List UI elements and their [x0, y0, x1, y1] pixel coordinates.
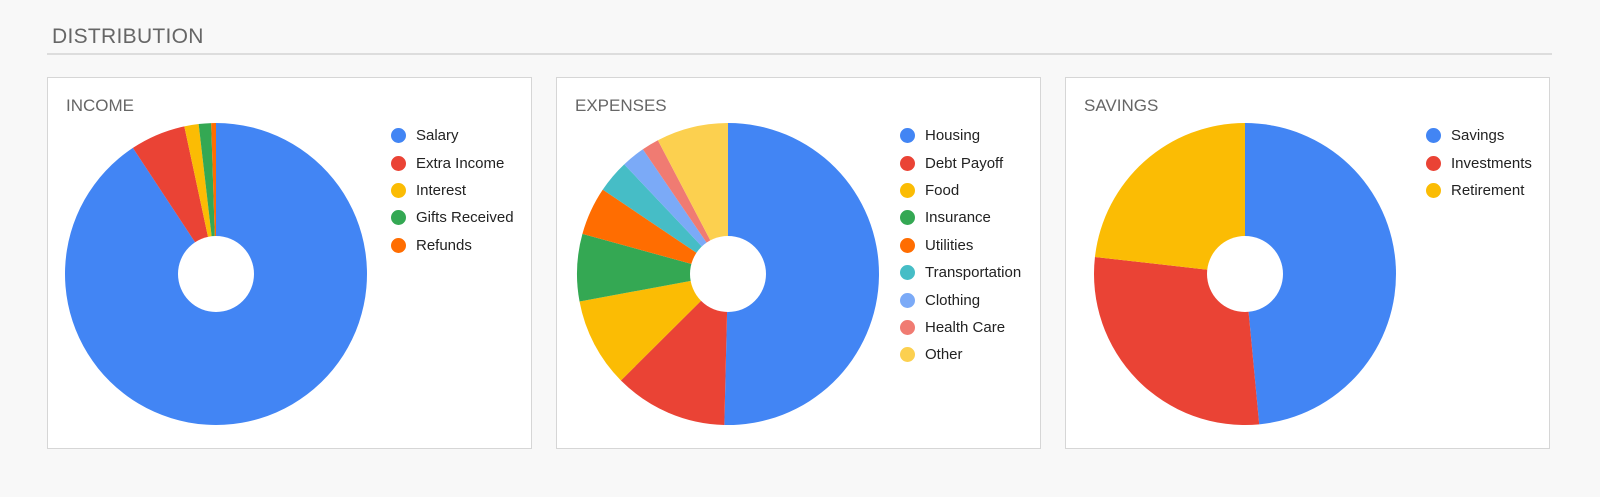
- legend-swatch: [1426, 155, 1441, 171]
- expenses-chart-title: EXPENSES: [575, 96, 667, 115]
- expenses-pie-chart: [577, 123, 880, 425]
- legend-label: Gifts Received: [416, 209, 514, 227]
- legend-item-clothing[interactable]: Clothing: [900, 286, 1021, 313]
- legend-swatch: [391, 155, 406, 171]
- legend-item-other[interactable]: Other: [900, 341, 1021, 368]
- expenses-card: EXPENSES Housing Debt Payoff Food Insurance…: [556, 77, 1041, 449]
- legend-item-retirement[interactable]: Retirement: [1426, 177, 1532, 204]
- pie-slice-utilities: [582, 189, 728, 274]
- title-divider: [47, 53, 1552, 55]
- pie-slice-retirement: [1094, 123, 1245, 274]
- legend-item-refunds[interactable]: Refunds: [391, 232, 514, 259]
- legend-swatch: [900, 237, 915, 253]
- legend-label: Interest: [416, 181, 467, 199]
- legend-item-utilities[interactable]: Utilities: [900, 232, 1021, 259]
- legend-item-transportation[interactable]: Transportation: [900, 259, 1021, 286]
- legend-item-savings[interactable]: Savings: [1426, 122, 1532, 149]
- pie-slice-housing: [724, 123, 880, 425]
- legend-item-gifts-received[interactable]: Gifts Received: [391, 204, 514, 231]
- legend-label: Debt Payoff: [925, 154, 1004, 172]
- pie-slice-savings: [1245, 123, 1397, 425]
- legend-item-food[interactable]: Food: [900, 177, 1021, 204]
- legend-label: Extra Income: [416, 154, 505, 172]
- legend-label: Clothing: [925, 291, 981, 309]
- pie-slice-clothing: [624, 149, 728, 274]
- donut-hole: [1207, 236, 1283, 312]
- legend-label: Retirement: [1451, 181, 1525, 199]
- pie-slice-insurance: [577, 233, 728, 302]
- donut-hole: [178, 236, 254, 312]
- page-title: DISTRIBUTION: [52, 25, 204, 48]
- expenses-legend: Housing Debt Payoff Food Insurance Utilities…: [900, 122, 1021, 369]
- legend-swatch: [900, 347, 915, 363]
- legend-label: Utilities: [925, 236, 974, 254]
- legend-item-extra-income[interactable]: Extra Income: [391, 149, 514, 176]
- legend-item-interest[interactable]: Interest: [391, 177, 514, 204]
- legend-item-debt-payoff[interactable]: Debt Payoff: [900, 149, 1021, 176]
- legend-swatch: [900, 128, 915, 144]
- income-chart-title: INCOME: [66, 96, 134, 115]
- pie-slice-health-care: [642, 140, 728, 274]
- legend-label: Housing: [925, 127, 981, 145]
- legend-label: Health Care: [925, 318, 1006, 336]
- legend-swatch: [391, 237, 406, 253]
- legend-swatch: [391, 128, 406, 144]
- donut-hole: [690, 236, 766, 312]
- income-card: INCOME Salary Extra Income Interest Gifts R…: [47, 77, 532, 449]
- income-pie-chart: [65, 123, 367, 425]
- savings-legend: Savings Investments Retirement: [1426, 122, 1532, 204]
- legend-swatch: [900, 155, 915, 171]
- legend-label: Savings: [1451, 127, 1505, 145]
- legend-label: Salary: [416, 127, 459, 145]
- legend-swatch: [900, 182, 915, 198]
- savings-chart-title: SAVINGS: [1084, 96, 1159, 115]
- legend-swatch: [391, 210, 406, 226]
- legend-item-salary[interactable]: Salary: [391, 122, 514, 149]
- pie-slice-interest: [184, 124, 216, 274]
- legend-label: Other: [925, 346, 963, 364]
- legend-swatch: [900, 210, 915, 226]
- legend-swatch: [900, 292, 915, 308]
- legend-label: Investments: [1451, 154, 1532, 172]
- pie-slice-extra-income: [132, 126, 216, 274]
- savings-pie-chart: [1094, 123, 1397, 425]
- legend-label: Insurance: [925, 209, 991, 227]
- legend-swatch: [1426, 128, 1441, 144]
- legend-swatch: [900, 265, 915, 281]
- legend-label: Transportation: [925, 264, 1022, 282]
- legend-item-housing[interactable]: Housing: [900, 122, 1021, 149]
- legend-item-health-care[interactable]: Health Care: [900, 314, 1021, 341]
- pie-slice-debt-payoff: [620, 274, 728, 425]
- income-legend: Salary Extra Income Interest Gifts Received…: [391, 122, 514, 259]
- legend-item-insurance[interactable]: Insurance: [900, 204, 1021, 231]
- legend-swatch: [1426, 182, 1441, 198]
- savings-card: SAVINGS Savings Investments Retirement: [1065, 77, 1550, 449]
- pie-slice-transportation: [602, 164, 728, 274]
- legend-swatch: [391, 182, 406, 198]
- legend-swatch: [900, 319, 915, 335]
- legend-label: Food: [925, 181, 960, 199]
- legend-item-investments[interactable]: Investments: [1426, 149, 1532, 176]
- pie-slice-other: [657, 123, 728, 274]
- pie-slice-food: [579, 274, 728, 381]
- legend-label: Refunds: [416, 236, 472, 254]
